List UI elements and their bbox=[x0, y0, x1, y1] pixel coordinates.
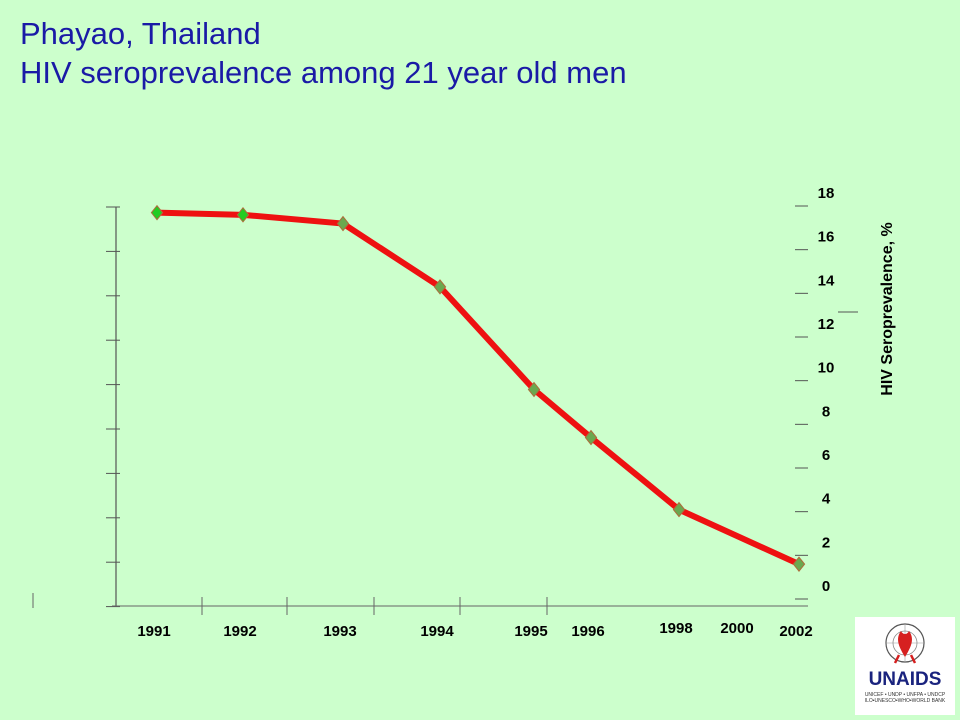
y-tick-label: 4 bbox=[822, 491, 831, 508]
title-line-1: Phayao, Thailand bbox=[20, 16, 261, 51]
un-emblem-icon bbox=[885, 623, 925, 664]
x-tick-label: 2002 bbox=[779, 623, 812, 640]
logo-subtext: UNICEF • UNDP • UNFPA • UNDCP ILO•UNESCO… bbox=[857, 692, 953, 704]
x-tick-label: 2000 bbox=[720, 620, 753, 637]
data-point-marker bbox=[792, 556, 806, 572]
y-tick-label: 8 bbox=[822, 403, 830, 420]
x-tick-label: 1993 bbox=[323, 623, 356, 640]
y-tick-label: 14 bbox=[818, 272, 835, 289]
y-tick-label: 16 bbox=[818, 229, 835, 246]
y-tick-label: 6 bbox=[822, 447, 830, 464]
y-axis-label: HIV Seroprevalence, % bbox=[879, 222, 896, 395]
data-point-marker bbox=[433, 279, 447, 295]
unaids-logo: UNAIDS UNICEF • UNDP • UNFPA • UNDCP ILO… bbox=[855, 617, 955, 715]
x-tick-label: 1998 bbox=[659, 620, 692, 637]
chart-axes bbox=[32, 206, 808, 615]
x-tick-label: 1995 bbox=[514, 623, 547, 640]
data-point-marker bbox=[150, 204, 164, 221]
slide-title: Phayao, Thailand HIV seroprevalence amon… bbox=[20, 14, 627, 92]
logo-subtext-2: ILO•UNESCO•WHO•WORLD BANK bbox=[864, 698, 946, 704]
y-tick-label: 2 bbox=[822, 534, 830, 551]
chart-labels: HIV Seroprevalence, % bbox=[879, 222, 896, 395]
data-point-marker bbox=[584, 429, 598, 446]
x-tick-label: 1992 bbox=[223, 623, 256, 640]
x-tick-label: 1994 bbox=[420, 623, 454, 640]
logo-subtext-1: UNICEF • UNDP • UNFPA • UNDCP bbox=[864, 692, 946, 698]
chart-series bbox=[150, 204, 806, 572]
series-line bbox=[154, 209, 802, 568]
logo-text: UNAIDS bbox=[868, 669, 942, 690]
y-tick-label: 18 bbox=[818, 185, 835, 202]
data-point-marker bbox=[336, 215, 350, 232]
y-tick-label: 0 bbox=[822, 578, 830, 595]
x-tick-label: 1996 bbox=[571, 623, 604, 640]
data-point-marker bbox=[236, 207, 250, 223]
y-tick-label: 10 bbox=[818, 360, 835, 377]
data-point-marker bbox=[672, 501, 686, 518]
title-line-2: HIV seroprevalence among 21 year old men bbox=[20, 55, 627, 90]
data-point-marker bbox=[527, 381, 541, 398]
chart-ticks: 0 2 4 6 8 10 12 14 16 18 1991 1992 1993 1994 1995 1996 1… bbox=[137, 185, 858, 640]
y-tick-label: 12 bbox=[818, 316, 835, 333]
x-tick-label: 1991 bbox=[137, 623, 170, 640]
